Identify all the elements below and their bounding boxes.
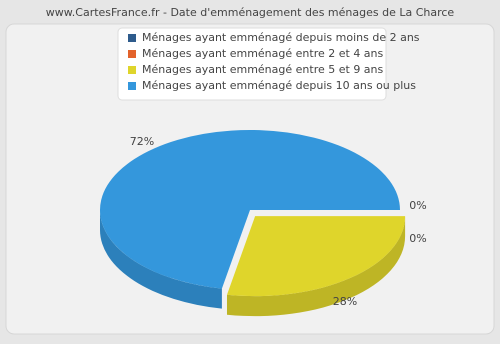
legend: [117, 27, 387, 101]
slice: [100, 130, 401, 289]
data-label: 0%: [409, 199, 426, 212]
pie-sides: [99, 210, 406, 317]
legend-label: Ménages ayant emménagé entre 2 et 4 ans: [142, 47, 384, 60]
data-label: 72%: [130, 135, 154, 148]
legend-swatch: [128, 66, 136, 74]
legend-label: Ménages ayant emménagé entre 5 et 9 ans: [142, 63, 384, 76]
legend-label: Ménages ayant emménagé depuis moins de 2…: [142, 31, 420, 44]
legend-label: Ménages ayant emménagé depuis 10 ans ou …: [142, 79, 416, 92]
data-label: 0%: [409, 232, 426, 245]
slice-side: [226, 216, 406, 317]
legend-swatch: [128, 34, 136, 42]
legend-swatch: [128, 82, 136, 90]
slice: [226, 216, 406, 297]
slice-side: [99, 210, 222, 309]
data-label: 28%: [333, 295, 357, 308]
legend-swatch: [128, 50, 136, 58]
pie-tops: [100, 130, 406, 297]
chart-title: www.CartesFrance.fr - Date d'emménagemen…: [46, 6, 455, 19]
